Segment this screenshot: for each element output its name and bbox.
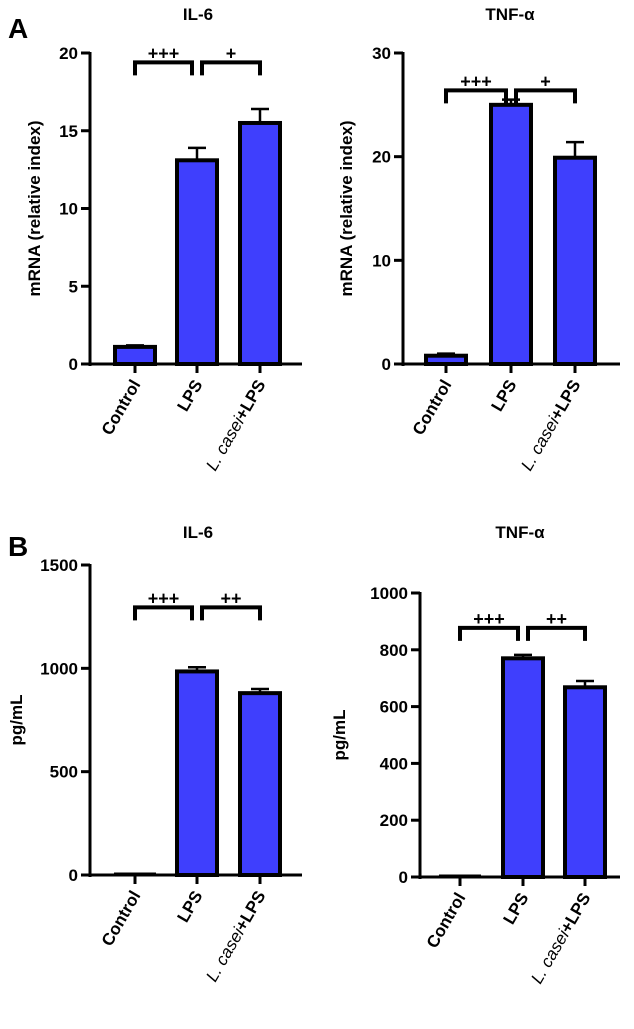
y-tick-label: 600	[380, 698, 408, 717]
y-axis-label: mRNA (relative index)	[25, 120, 44, 296]
y-tick-label: 10	[372, 251, 391, 270]
x-tick-label: LPS	[499, 890, 532, 928]
x-tick-label: Control	[409, 377, 456, 439]
y-tick-label: 200	[380, 811, 408, 830]
chart-title: IL-6	[183, 5, 213, 24]
x-tick-label-italic: L. casei	[527, 926, 573, 987]
significance-bracket	[526, 625, 587, 641]
x-tick-label: Control	[98, 377, 145, 439]
chart-panel-2: TNF-α mRNA (relative index) 0 10 20 30 Control…	[337, 5, 620, 474]
x-tick-label-rest: +LPS	[557, 890, 595, 937]
bar	[501, 656, 545, 879]
x-tick-label-italic: L. casei	[517, 413, 563, 474]
y-tick-label: 20	[372, 148, 391, 167]
y-tick-label: 500	[50, 763, 78, 782]
chart-title: IL-6	[183, 523, 213, 542]
x-tick-label-italic: L. casei	[202, 924, 248, 985]
bar	[175, 158, 219, 366]
panel-letter-b: B	[8, 531, 28, 562]
y-axis-label: pg/mL	[7, 695, 26, 746]
x-tick-label: Control	[98, 888, 145, 950]
y-tick-label: 15	[59, 122, 78, 141]
significance-label: +++	[148, 588, 180, 608]
y-tick-label: 1500	[40, 556, 78, 575]
x-tick-label: LPS	[487, 377, 520, 415]
y-tick-label: 800	[380, 641, 408, 660]
x-tick-label: L. casei+LPS	[202, 377, 269, 474]
y-tick-label: 400	[380, 754, 408, 773]
significance-label: +	[226, 43, 237, 63]
y-axis-label: mRNA (relative index)	[337, 120, 356, 296]
bar	[489, 102, 533, 366]
significance-label: ++	[546, 609, 567, 629]
significance-bracket	[200, 605, 262, 621]
bar	[553, 155, 597, 366]
panel-letter-a: A	[8, 13, 28, 44]
x-tick-label: LPS	[173, 377, 206, 415]
significance-label: +	[540, 71, 551, 91]
bar	[175, 669, 219, 878]
chart-panel-4: TNF-α pg/mL 0 200 400 600 800 1000 Control LPSL. …	[330, 523, 620, 987]
x-tick-label: L. casei+LPS	[527, 890, 594, 987]
y-tick-label: 0	[69, 355, 78, 374]
x-tick-label-rest: +LPS	[547, 377, 585, 424]
x-tick-label-rest: +LPS	[232, 377, 270, 424]
significance-bracket	[458, 625, 520, 641]
y-tick-label: 20	[59, 44, 78, 63]
x-tick-label: L. casei+LPS	[517, 377, 584, 474]
significance-bracket	[200, 60, 262, 76]
chart-title: TNF-α	[495, 523, 545, 542]
significance-bracket	[444, 88, 508, 104]
x-tick-label-italic: L. casei	[202, 413, 248, 474]
y-tick-label: 1000	[370, 584, 408, 603]
x-tick-label: Control	[423, 890, 470, 952]
bar	[238, 691, 282, 878]
significance-label: +++	[148, 43, 180, 63]
bar	[563, 685, 607, 880]
y-tick-label: 10	[59, 200, 78, 219]
significance-bracket	[133, 605, 194, 621]
y-tick-label: 0	[399, 868, 408, 887]
x-tick-label-rest: +LPS	[232, 888, 270, 935]
significance-label: +++	[460, 71, 492, 91]
significance-label: +++	[473, 609, 505, 629]
bar	[113, 344, 157, 366]
y-tick-label: 0	[69, 866, 78, 885]
chart-panel-1: IL-6 mRNA (relative index) 0 5 10 15 20 Control…	[25, 5, 302, 474]
y-tick-label: 1000	[40, 659, 78, 678]
chart-title: TNF-α	[485, 5, 535, 24]
y-tick-label: 0	[382, 355, 391, 374]
bar	[238, 120, 282, 366]
x-tick-label: L. casei+LPS	[202, 888, 269, 985]
significance-bracket	[514, 88, 577, 104]
x-tick-label: LPS	[173, 888, 206, 926]
y-axis-label: pg/mL	[330, 710, 349, 761]
significance-bracket	[133, 60, 194, 76]
significance-label: ++	[220, 588, 241, 608]
y-tick-label: 5	[69, 277, 78, 296]
y-tick-label: 30	[372, 44, 391, 63]
